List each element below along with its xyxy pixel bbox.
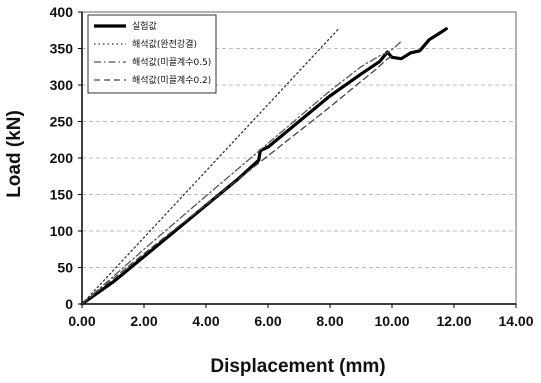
x-tick-label-2: 4.00 bbox=[192, 313, 219, 329]
y-tick-label-3: 150 bbox=[50, 187, 74, 203]
y-tick-label-2: 100 bbox=[50, 223, 74, 239]
y-tick-label-0: 0 bbox=[65, 296, 73, 312]
x-tick-label-3: 6.00 bbox=[254, 313, 281, 329]
series-line-3 bbox=[81, 55, 393, 305]
x-tick-label-1: 2.00 bbox=[130, 313, 157, 329]
legend-label-3: 해석값(미끌계수0.2) bbox=[132, 74, 211, 86]
legend-label-0: 실험값 bbox=[132, 20, 157, 32]
series-layer bbox=[80, 27, 448, 306]
x-tick-label-0: 0.00 bbox=[68, 313, 95, 329]
y-tick-label-6: 300 bbox=[50, 77, 74, 93]
series-line-0 bbox=[80, 27, 448, 306]
x-tick-label-4: 8.00 bbox=[316, 313, 343, 329]
legend-label-2: 해석값(미끌계수0.5) bbox=[132, 56, 211, 68]
series-line-1 bbox=[81, 27, 340, 305]
x-tick-label-6: 12.00 bbox=[436, 313, 471, 329]
series-line-2 bbox=[81, 40, 402, 305]
y-axis-title: Load (kN) bbox=[4, 110, 25, 198]
y-tick-label-1: 50 bbox=[57, 260, 73, 276]
y-tick-labels: 0 50 100 150 200 250 300 350 400 bbox=[50, 4, 82, 312]
x-tick-label-5: 10.00 bbox=[374, 313, 409, 329]
y-tick-label-8: 400 bbox=[50, 4, 74, 20]
legend-label-1: 해석값(완전강결) bbox=[132, 38, 197, 50]
x-axis-title: Displacement (mm) bbox=[210, 356, 385, 377]
y-tick-label-7: 350 bbox=[50, 41, 74, 57]
y-tick-label-4: 200 bbox=[50, 150, 74, 166]
x-tick-labels: 0.00 2.00 4.00 6.00 8.00 10.00 12.00 14.00 bbox=[68, 304, 534, 329]
x-tick-label-7: 14.00 bbox=[498, 313, 533, 329]
y-tick-label-5: 250 bbox=[50, 114, 74, 130]
